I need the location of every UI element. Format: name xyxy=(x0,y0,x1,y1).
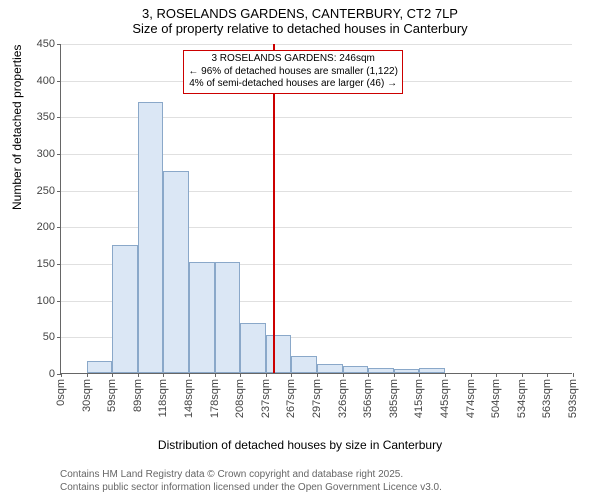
histogram-bar xyxy=(419,368,445,373)
histogram-bar xyxy=(87,361,113,373)
x-tick-label: 59sqm xyxy=(106,379,118,412)
y-tick-label: 100 xyxy=(37,295,55,307)
y-tick-mark xyxy=(57,337,61,338)
x-tick-label: 504sqm xyxy=(490,379,502,418)
x-tick-mark xyxy=(189,373,190,377)
y-axis-label: Number of detached properties xyxy=(10,45,24,210)
title-line-1: 3, ROSELANDS GARDENS, CANTERBURY, CT2 7L… xyxy=(0,6,600,21)
y-tick-label: 250 xyxy=(37,185,55,197)
x-tick-label: 326sqm xyxy=(337,379,349,418)
y-tick-mark xyxy=(57,81,61,82)
x-tick-mark xyxy=(240,373,241,377)
annotation-line-2: ← 96% of detached houses are smaller (1,… xyxy=(188,66,398,79)
histogram-bar xyxy=(368,368,394,373)
x-tick-label: 118sqm xyxy=(157,379,169,417)
histogram-bar xyxy=(138,102,164,373)
y-tick-label: 350 xyxy=(37,111,55,123)
x-tick-label: 563sqm xyxy=(541,379,553,418)
x-tick-mark xyxy=(138,373,139,377)
x-tick-mark xyxy=(87,373,88,377)
x-tick-mark xyxy=(215,373,216,377)
x-tick-label: 385sqm xyxy=(388,379,400,418)
x-tick-label: 593sqm xyxy=(567,379,579,418)
histogram-bar xyxy=(317,364,343,373)
x-tick-mark xyxy=(445,373,446,377)
y-tick-mark xyxy=(57,264,61,265)
y-tick-label: 50 xyxy=(43,331,55,343)
y-tick-label: 400 xyxy=(37,75,55,87)
x-tick-label: 30sqm xyxy=(81,379,93,412)
histogram-bar xyxy=(266,335,292,373)
annotation-line-1: 3 ROSELANDS GARDENS: 246sqm xyxy=(188,53,398,66)
x-tick-mark xyxy=(394,373,395,377)
title-line-2: Size of property relative to detached ho… xyxy=(0,21,600,36)
x-tick-mark xyxy=(317,373,318,377)
x-tick-mark xyxy=(266,373,267,377)
histogram-bar xyxy=(291,356,317,373)
x-tick-mark xyxy=(163,373,164,377)
y-tick-label: 450 xyxy=(37,38,55,50)
x-tick-label: 208sqm xyxy=(234,379,246,418)
x-axis-label: Distribution of detached houses by size … xyxy=(0,438,600,452)
histogram-bar xyxy=(112,245,138,373)
x-tick-label: 445sqm xyxy=(439,379,451,418)
histogram-bar xyxy=(215,262,241,373)
x-tick-label: 178sqm xyxy=(209,379,221,418)
y-tick-mark xyxy=(57,191,61,192)
x-tick-mark xyxy=(343,373,344,377)
x-tick-mark xyxy=(112,373,113,377)
x-tick-mark xyxy=(419,373,420,377)
attribution-footer: Contains HM Land Registry data © Crown c… xyxy=(60,468,442,494)
grid-line xyxy=(61,44,572,45)
x-tick-mark xyxy=(471,373,472,377)
x-tick-mark xyxy=(547,373,548,377)
y-tick-label: 150 xyxy=(37,258,55,270)
histogram-bar xyxy=(189,262,215,373)
histogram-bar xyxy=(163,171,189,373)
x-tick-mark xyxy=(573,373,574,377)
histogram-bar xyxy=(240,323,266,373)
y-tick-mark xyxy=(57,44,61,45)
x-tick-label: 148sqm xyxy=(183,379,195,418)
x-tick-label: 267sqm xyxy=(285,379,297,418)
histogram-bar xyxy=(394,369,420,373)
x-tick-mark xyxy=(61,373,62,377)
footer-line-2: Contains public sector information licen… xyxy=(60,481,442,494)
x-tick-label: 474sqm xyxy=(465,379,477,418)
x-tick-label: 0sqm xyxy=(55,379,67,406)
annotation-box: 3 ROSELANDS GARDENS: 246sqm← 96% of deta… xyxy=(183,50,403,94)
y-tick-label: 300 xyxy=(37,148,55,160)
y-tick-mark xyxy=(57,117,61,118)
x-tick-label: 415sqm xyxy=(413,379,425,418)
y-tick-mark xyxy=(57,154,61,155)
x-tick-mark xyxy=(496,373,497,377)
y-tick-mark xyxy=(57,227,61,228)
histogram-bar xyxy=(343,366,369,373)
y-tick-mark xyxy=(57,301,61,302)
x-tick-mark xyxy=(522,373,523,377)
x-tick-mark xyxy=(368,373,369,377)
plot-area: 0501001502002503003504004500sqm30sqm59sq… xyxy=(60,44,572,374)
annotation-line-3: 4% of semi-detached houses are larger (4… xyxy=(188,78,398,91)
x-tick-label: 89sqm xyxy=(132,379,144,412)
x-tick-label: 237sqm xyxy=(260,379,272,418)
y-tick-label: 200 xyxy=(37,221,55,233)
footer-line-1: Contains HM Land Registry data © Crown c… xyxy=(60,468,442,481)
x-tick-label: 297sqm xyxy=(311,379,323,418)
x-tick-label: 534sqm xyxy=(516,379,528,418)
x-tick-mark xyxy=(291,373,292,377)
x-tick-label: 356sqm xyxy=(362,379,374,418)
chart-title: 3, ROSELANDS GARDENS, CANTERBURY, CT2 7L… xyxy=(0,6,600,36)
